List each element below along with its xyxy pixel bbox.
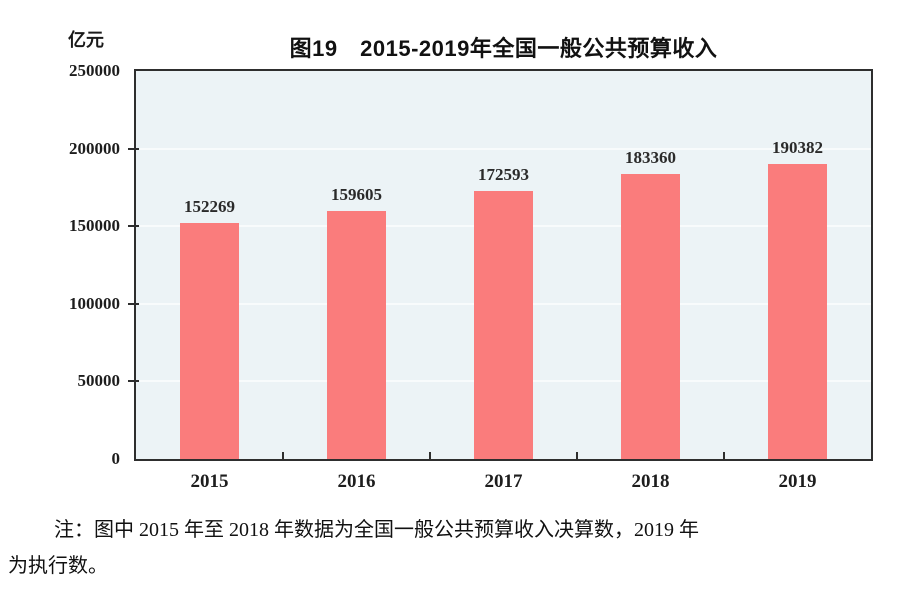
bar-value-label: 159605 — [331, 185, 382, 205]
x-axis-tick — [282, 452, 284, 459]
x-tick-label: 2018 — [631, 471, 670, 492]
y-axis-tick — [128, 225, 139, 228]
bar-value-label: 172593 — [478, 165, 529, 185]
x-axis-tick — [576, 452, 578, 459]
y-tick-label: 250000 — [69, 61, 120, 80]
bar-2017 — [474, 191, 533, 459]
chart-note-line-2: 为执行数。 — [8, 555, 108, 577]
y-axis-tick — [128, 380, 139, 383]
bar-2019 — [768, 163, 827, 459]
y-axis-tick — [128, 302, 139, 305]
y-tick-label: 50000 — [77, 371, 121, 391]
y-axis-unit-label: 亿元 — [68, 30, 104, 50]
x-tick-label: 2016 — [337, 471, 376, 492]
x-tick-label: 2019 — [778, 471, 817, 492]
bar-value-label: 183360 — [625, 148, 676, 168]
x-tick-label: 2015 — [190, 471, 229, 492]
bar-value-label: 152269 — [184, 196, 235, 216]
x-axis-tick — [429, 452, 431, 459]
gridline — [136, 147, 871, 150]
y-tick-label: 150000 — [69, 216, 120, 236]
plot-area: 152269 159605 172593 183360 190382 — [134, 69, 873, 461]
y-axis-tick — [128, 147, 139, 150]
y-tick-label: 200000 — [69, 138, 120, 158]
bar-2016 — [327, 211, 386, 459]
bar-2015 — [180, 222, 239, 459]
y-tick-label: 0 — [111, 449, 121, 468]
y-tick-label: 100000 — [69, 293, 120, 313]
chart-note-line-1: 注：图中 2015 年至 2018 年数据为全国一般公共预算收入决算数，2019… — [54, 519, 699, 541]
bar-value-label: 190382 — [772, 137, 823, 157]
bar-2018 — [621, 174, 680, 459]
x-axis-tick — [723, 452, 725, 459]
x-tick-label: 2017 — [484, 471, 523, 492]
chart-note: 注：图中 2015 年至 2018 年数据为全国一般公共预算收入决算数，2019… — [8, 512, 888, 584]
chart-title: 图19 2015-2019年全国一般公共预算收入 — [289, 36, 718, 61]
